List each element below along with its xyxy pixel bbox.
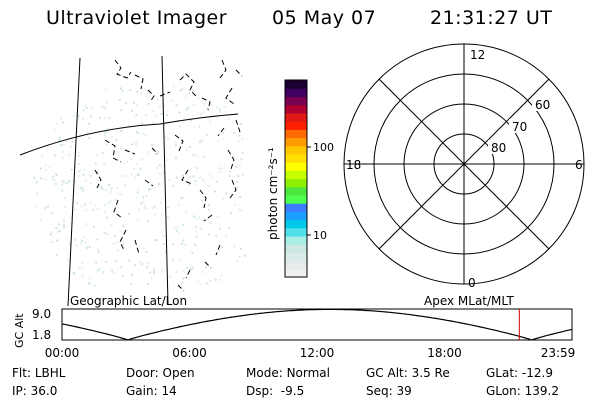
- gc-alt-value: 3.5 Re: [411, 366, 450, 380]
- ip-value: 36.0: [30, 384, 58, 398]
- colorbar-band: [285, 162, 307, 171]
- colorbar-band: [285, 80, 307, 89]
- mode-value: Normal: [286, 366, 330, 380]
- mlt-label-12: 12: [470, 48, 485, 62]
- colorbar-band: [285, 211, 307, 221]
- colorbar-band: [285, 145, 307, 155]
- colorbar-band: [285, 153, 307, 163]
- glon-field: GLon: 139.2: [486, 384, 559, 398]
- mlt-label-6: 6: [575, 158, 583, 172]
- colorbar-unit-label: photon cm⁻²s⁻¹: [266, 147, 280, 240]
- colorbar-band: [285, 227, 307, 237]
- colorbar-band: [285, 260, 307, 270]
- colorbar-band: [285, 96, 307, 106]
- colorbar-band: [285, 219, 307, 229]
- airglow-speckle: [33, 85, 246, 287]
- orbit-xtick-label: 06:00: [172, 346, 207, 360]
- glat-field: GLat: -12.9: [486, 366, 553, 380]
- colorbar-band: [285, 104, 307, 114]
- colorbar-band: [285, 88, 307, 98]
- colorbar-band: [285, 252, 307, 262]
- door-field: Door: Open: [126, 366, 195, 380]
- orbit-xtick-label: 12:00: [300, 346, 335, 360]
- gain-field: Gain: 14: [126, 384, 177, 398]
- colorbar-band: [285, 121, 307, 130]
- colorbar-band: [285, 194, 307, 204]
- filter-value: LBHL: [34, 366, 66, 380]
- door-value: Open: [162, 366, 195, 380]
- dsp-value: -9.5: [280, 384, 305, 398]
- colorbar-band: [285, 235, 307, 245]
- orbit-ytick-high: 9.0: [32, 307, 51, 321]
- colorbar-gradient: [285, 80, 307, 278]
- map-caption: Geographic Lat/Lon: [70, 294, 188, 308]
- seq-value: 39: [396, 384, 412, 398]
- lat-label-80: 80: [491, 141, 506, 155]
- mlt-label-0: 0: [468, 276, 476, 290]
- colorbar-band: [285, 137, 307, 147]
- meridian-line-west: [67, 57, 81, 307]
- header-time: 21:31:27 UT: [430, 7, 553, 29]
- header-date: 05 May 07: [272, 7, 377, 29]
- lat-label-60: 60: [535, 98, 550, 112]
- colorbar-band: [285, 186, 307, 196]
- mode-field: Mode: Normal: [246, 366, 330, 380]
- orbit-altitude-curve: [61, 308, 573, 341]
- latitude-line: [19, 113, 239, 156]
- instrument-title: Ultraviolet Imager: [46, 7, 228, 29]
- polar-caption: Apex MLat/MLT: [424, 294, 514, 308]
- colorbar-band: [285, 203, 307, 212]
- colorbar-band: [285, 170, 307, 180]
- glat-value: -12.9: [521, 366, 553, 380]
- colorbar-tick-10: 10: [313, 229, 327, 242]
- orbit-xtick-label: 23:59: [541, 346, 576, 360]
- colorbar-band: [285, 268, 307, 278]
- orbit-xtick-label: 00:00: [45, 346, 80, 360]
- dsp-field: Dsp: -9.5: [246, 384, 305, 398]
- seq-field: Seq: 39: [366, 384, 412, 398]
- gain-value: 14: [161, 384, 177, 398]
- ip-field: IP: 36.0: [12, 384, 58, 398]
- colorbar-band: [285, 112, 307, 122]
- glon-value: 139.2: [524, 384, 559, 398]
- colorbar-band: [285, 129, 307, 139]
- filter-field: Flt: LBHL: [12, 366, 66, 380]
- lat-label-70: 70: [512, 120, 527, 134]
- coastline: [94, 59, 243, 292]
- orbit-ytick-low: 1.8: [32, 328, 51, 342]
- colorbar-tick-100: 100: [313, 141, 334, 154]
- mlt-label-18: 18: [346, 158, 361, 172]
- colorbar-band: [285, 178, 307, 188]
- orbit-ylabel: GC Alt: [13, 313, 26, 348]
- gc-alt-field: GC Alt: 3.5 Re: [366, 366, 450, 380]
- colorbar-band: [285, 244, 307, 253]
- meridian-line-east: [161, 55, 169, 305]
- orbit-xtick-label: 18:00: [427, 346, 462, 360]
